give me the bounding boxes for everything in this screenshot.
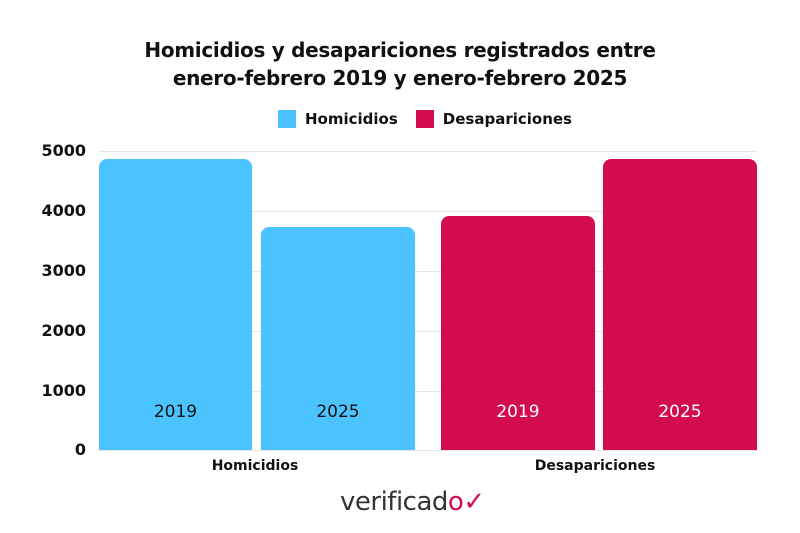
bar-desapariciones-2025: 2025 <box>603 159 757 450</box>
y-tick: 0 <box>74 440 86 459</box>
x-category-label: Desapariciones <box>534 458 656 474</box>
bar-desapariciones-2019: 2019 <box>441 216 595 450</box>
y-tick: 2000 <box>41 321 86 340</box>
gridline <box>99 331 757 332</box>
gridline <box>99 391 757 392</box>
x-category-label: Homicidios <box>211 458 299 474</box>
gridline <box>99 271 757 272</box>
verificado-logo: verificado✓ <box>340 487 485 517</box>
legend-item-desapariciones: Desapariciones <box>415 110 572 128</box>
bar-homicidios-2019: 2019 <box>99 159 252 450</box>
gridline <box>99 151 757 152</box>
y-tick: 3000 <box>41 261 86 280</box>
gridline <box>99 211 757 212</box>
legend-swatch-icon <box>415 110 434 128</box>
legend-item-homicidios: Homicidios <box>278 110 398 128</box>
chart-title: Homicidios y desapariciones registrados … <box>144 38 656 90</box>
check-icon: o✓ <box>447 487 485 517</box>
legend-swatch-icon <box>278 110 296 128</box>
y-tick: 1000 <box>41 381 86 400</box>
y-tick: 5000 <box>41 141 86 160</box>
y-tick: 4000 <box>41 201 86 220</box>
chart-legend: Homicidios Desapariciones <box>0 110 800 128</box>
bar-homicidios-2025: 2025 <box>261 227 415 450</box>
baseline <box>99 450 757 451</box>
